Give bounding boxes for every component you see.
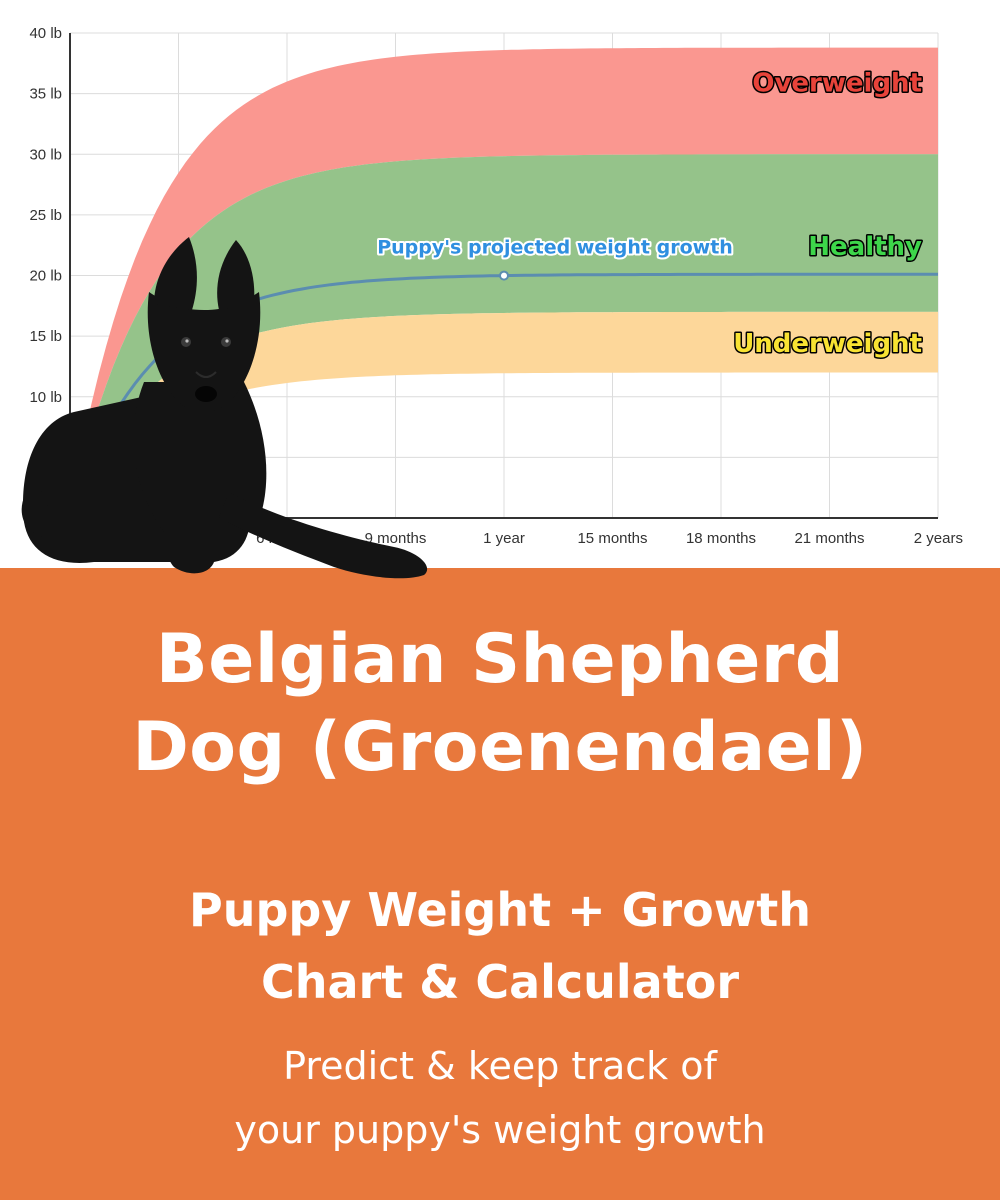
tagline-line-1: Predict & keep track of <box>283 1044 717 1088</box>
tagline-line-2: your puppy's weight growth <box>234 1108 766 1152</box>
x-tick-label-8: 2 years <box>914 530 963 547</box>
puppy-illustration <box>21 237 428 579</box>
title-banner: Belgian Shepherd Dog (Groenendael) Puppy… <box>0 568 1000 1200</box>
y-tick-label-3: 25 lb <box>29 207 62 224</box>
band-label-healthy: Healthy <box>808 232 922 262</box>
band-overweight <box>70 47 938 511</box>
series-marker-0 <box>499 270 509 281</box>
x-tick-label-7: 21 months <box>794 530 864 547</box>
y-tick-label-4: 20 lb <box>29 268 62 285</box>
y-tick-label-2: 30 lb <box>29 146 62 163</box>
subtitle-line-2: Chart & Calculator <box>260 955 740 1009</box>
growth-chart: Puppy's projected weight growth 40 lb 35 … <box>0 0 1000 568</box>
band-labels: Overweight Healthy Underweight <box>732 67 924 361</box>
x-tick-label-5: 15 months <box>577 530 647 547</box>
series-label-0: Puppy's projected weight growth <box>377 237 733 259</box>
x-tick-label-4: 1 year <box>483 530 525 547</box>
band-healthy <box>70 154 938 514</box>
band-label-underweight: Underweight <box>733 329 922 359</box>
band-label-overweight: Overweight <box>752 69 922 99</box>
page-title: Belgian Shepherd Dog (Groenendael) <box>0 616 1000 792</box>
x-tick-label-6: 18 months <box>686 530 756 547</box>
y-tick-label-6: 10 lb <box>29 389 62 406</box>
y-tick-label-5: 15 lb <box>29 328 62 345</box>
projection-series: Puppy's projected weight growth <box>68 235 938 514</box>
band-underweight <box>70 311 938 516</box>
y-tick-label-0: 40 lb <box>29 25 62 42</box>
growth-chart-svg: Puppy's projected weight growth 40 lb 35 … <box>29 25 963 547</box>
tagline: Predict & keep track of your puppy's wei… <box>0 1034 1000 1162</box>
title-line-1: Belgian Shepherd <box>155 620 845 699</box>
y-tick-label-1: 35 lb <box>29 86 62 103</box>
subtitle: Puppy Weight + Growth Chart & Calculator <box>0 874 1000 1018</box>
weight-bands <box>70 47 938 516</box>
title-line-2: Dog (Groenendael) <box>132 708 868 787</box>
x-tick-label-3: 9 months <box>365 530 427 547</box>
subtitle-line-1: Puppy Weight + Growth <box>189 883 811 937</box>
